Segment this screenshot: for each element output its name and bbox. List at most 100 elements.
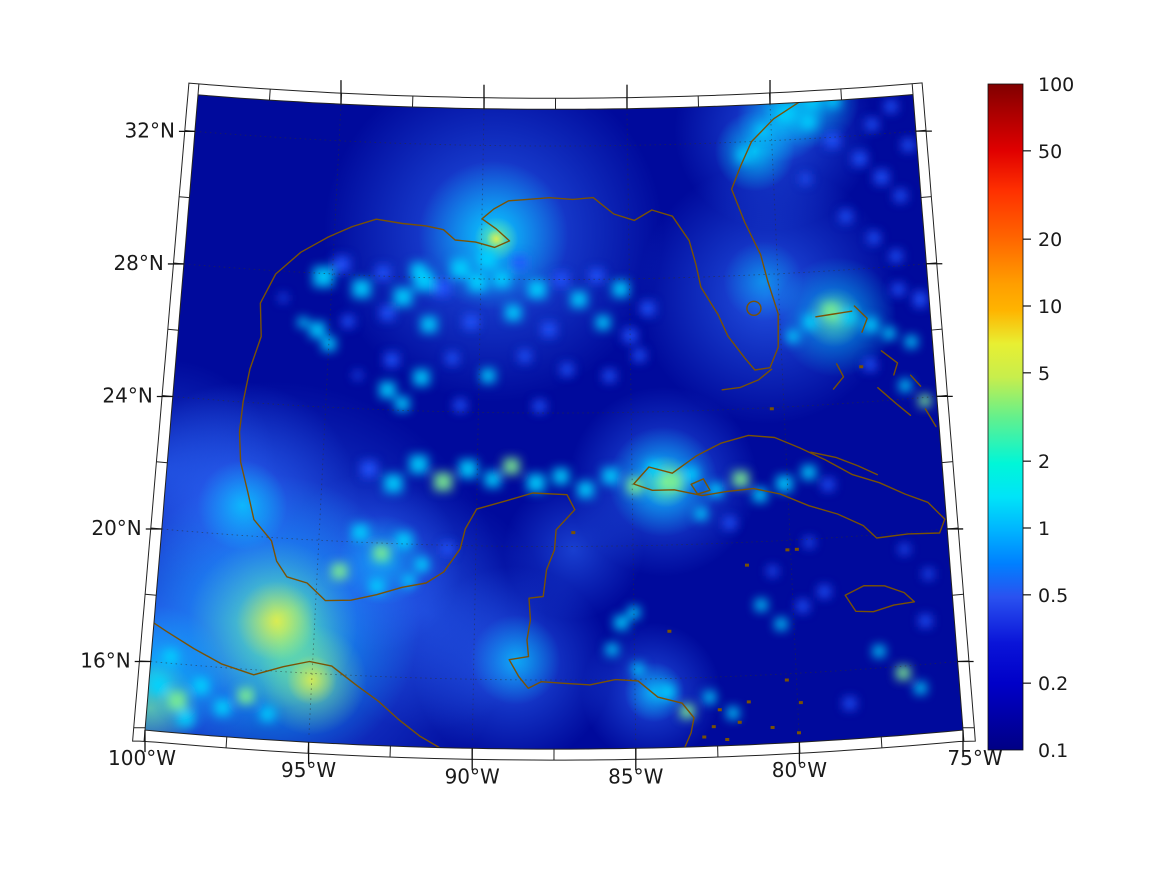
heat-patch: [505, 304, 522, 321]
island-speck: [717, 708, 722, 712]
heat-patch: [822, 478, 835, 491]
heat-patch: [914, 682, 927, 695]
frame-divider: [225, 736, 228, 748]
heat-patch: [342, 315, 355, 328]
heat-patch: [369, 579, 384, 594]
graticule: [150, 103, 958, 743]
heat-patch: [459, 459, 478, 478]
heat-patch: [481, 368, 496, 383]
heat-patch: [640, 301, 655, 316]
heat-patch: [589, 268, 604, 283]
heat-patch: [660, 684, 675, 699]
heat-patch: [214, 699, 231, 716]
heat-patch: [149, 676, 168, 695]
island-speck: [744, 563, 749, 567]
frame-divider: [921, 196, 932, 198]
heat-patch: [732, 471, 749, 488]
heat-patch: [786, 330, 799, 343]
lat-tick-label: 16°N: [80, 649, 130, 673]
island-speck: [725, 738, 730, 742]
heat-patch: [883, 327, 896, 340]
coastline-florida-keys: [721, 368, 773, 391]
heat-patch: [894, 189, 907, 202]
heat-patch: [752, 487, 767, 502]
coastline-pacific-coast: [145, 615, 441, 749]
heat-patch: [552, 468, 569, 485]
heat-patch: [776, 475, 793, 492]
heat-patch: [703, 691, 716, 704]
heat-patch: [297, 317, 308, 328]
heat-patch: [726, 707, 739, 720]
heat-patch: [892, 283, 905, 296]
coastline-gulf-and-east-coast: [238, 94, 819, 748]
frame-divider: [931, 328, 943, 331]
frame-divider: [941, 461, 953, 464]
heat-patch: [373, 545, 390, 562]
heat-patch: [493, 271, 510, 288]
lon-tick-label: 80°W: [772, 758, 827, 782]
heat-patch: [767, 566, 778, 577]
heat-patch: [627, 606, 640, 619]
heat-patch: [801, 465, 816, 480]
heat-patch: [852, 151, 867, 166]
heat-patch: [433, 472, 452, 491]
heat-patch: [260, 707, 275, 722]
heat-patch: [796, 600, 809, 613]
colorbar-tick-label: 5: [1038, 363, 1050, 385]
heat-patch: [395, 532, 412, 549]
heat-patch: [533, 400, 546, 413]
heat-patch: [923, 568, 934, 579]
heat-patch: [446, 352, 459, 365]
heat-patch: [818, 585, 831, 598]
coastlines: [145, 94, 956, 749]
heat-patch: [163, 649, 178, 664]
heat-patch: [414, 270, 435, 291]
heat-patch: [451, 259, 470, 278]
frame-divider: [156, 461, 168, 464]
lon-tick-label: 100°W: [108, 746, 176, 770]
heat-patch: [561, 363, 574, 376]
heat-patch: [402, 574, 415, 587]
heat-patch: [577, 481, 594, 498]
heat-patch: [614, 615, 629, 630]
heat-patch: [454, 399, 467, 412]
heat-patch: [913, 291, 926, 304]
heat-patch: [623, 328, 638, 343]
coastline-abaco: [853, 305, 868, 333]
coastline-grand-bahama: [815, 310, 853, 318]
parallel-gridline: [194, 130, 916, 147]
island-speck: [784, 678, 789, 682]
island-speck: [859, 365, 864, 369]
coastline-camaguey-cays: [810, 451, 878, 476]
island-speck: [702, 735, 707, 739]
heat-patch: [409, 455, 428, 474]
lon-tick-label: 95°W: [281, 758, 336, 782]
colorbar-tick-label: 10: [1038, 296, 1062, 318]
heat-patch: [414, 557, 429, 572]
heat-patch: [873, 645, 886, 658]
heat-patch: [839, 210, 852, 223]
frame-divider: [911, 83, 914, 95]
heat-patch: [612, 281, 629, 298]
coastline-exuma: [877, 387, 912, 416]
coastline-cuba: [633, 434, 946, 539]
frame-divider: [167, 328, 179, 331]
heat-patch: [177, 709, 194, 726]
frame-divider: [880, 736, 883, 748]
heat-patch: [781, 107, 794, 120]
heat-patch: [484, 471, 501, 488]
heat-patch: [918, 394, 931, 407]
frame-divider: [952, 593, 964, 596]
lat-tick-label: 24°N: [102, 383, 152, 407]
lat-tick-label: 28°N: [113, 251, 163, 275]
frame-divider: [179, 196, 190, 199]
heat-patch: [603, 369, 616, 382]
heat-patch: [393, 287, 412, 306]
island-speck: [746, 700, 751, 704]
coastline-isla-juventud: [690, 478, 711, 495]
island-speck: [571, 531, 576, 535]
heat-patch: [192, 677, 209, 694]
heat-patch: [237, 687, 254, 704]
heat-glow: [759, 94, 860, 149]
